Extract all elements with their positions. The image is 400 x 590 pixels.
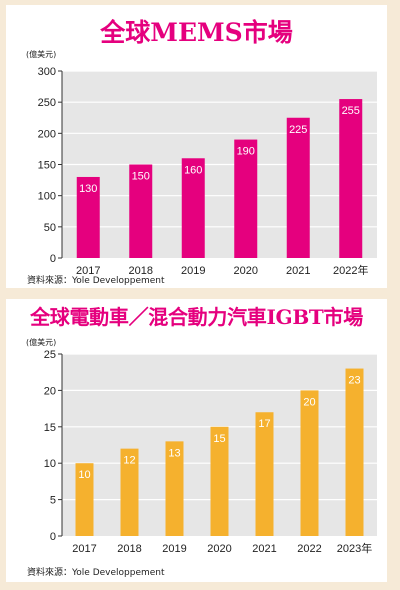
data-label: 225	[289, 124, 307, 136]
bar	[286, 117, 310, 258]
chart-title: 全球電動車／混合動力汽車IGBT市場	[30, 305, 363, 329]
bar	[300, 390, 319, 536]
bar	[339, 99, 363, 258]
x-tick-label: 2022年	[333, 263, 368, 275]
igbt-bar-chart: 0 5 10 15 20 25 10 2017 12 2018 13 2019 15 2020 17 2021…	[44, 349, 377, 555]
data-label: 255	[342, 105, 360, 117]
data-label: 160	[184, 164, 202, 176]
x-tick-label: 2021	[252, 543, 276, 555]
x-tick-label: 2022	[297, 543, 321, 555]
bar	[76, 176, 100, 258]
y-tick-label: 250	[38, 97, 56, 109]
x-tick-label: 2017	[76, 265, 100, 275]
y-tick-label: 150	[38, 160, 56, 172]
x-tick-label: 2018	[117, 543, 141, 555]
data-label: 150	[132, 171, 150, 183]
data-label: 20	[303, 396, 315, 408]
x-tick-label: 2023年	[337, 541, 372, 555]
y-tick-label: 10	[44, 458, 56, 470]
bar	[75, 463, 94, 536]
x-tick-label: 2021	[286, 265, 310, 275]
data-label: 130	[79, 183, 97, 195]
source-note: 資料來源：Yole Developpement	[27, 568, 165, 578]
bar	[165, 441, 184, 536]
y-tick-label: 0	[50, 253, 56, 265]
data-label: 15	[213, 433, 225, 445]
bar	[210, 426, 229, 536]
y-axis-unit-label: (億美元)	[26, 50, 57, 59]
bar	[120, 448, 139, 536]
y-tick-label: 15	[44, 422, 56, 434]
bar	[345, 368, 364, 536]
y-tick-label: 25	[44, 349, 56, 361]
x-tick-label: 2019	[181, 265, 205, 275]
data-label: 23	[348, 375, 360, 387]
bar	[234, 139, 258, 258]
y-tick-label: 200	[38, 128, 56, 140]
igbt-chart-panel: 全球電動車／混合動力汽車IGBT市場 (億美元) 0 5 10 15 20 25 10 201…	[6, 299, 387, 582]
x-tick-label: 2020	[234, 265, 258, 275]
y-tick-label: 50	[44, 222, 56, 234]
y-tick-label: 20	[44, 385, 56, 397]
x-tick-label: 2018	[129, 265, 153, 275]
bar	[129, 164, 153, 258]
y-tick-label: 100	[38, 191, 56, 203]
bar	[181, 158, 205, 258]
bar	[255, 412, 274, 536]
data-label: 13	[168, 447, 180, 459]
x-tick-label: 2017	[72, 543, 96, 555]
data-label: 17	[258, 418, 270, 430]
mems-bar-chart: 0 50 100 150 200 250 300 130 2017 150 2018 160 2019 1…	[38, 66, 377, 275]
data-label: 190	[237, 146, 255, 158]
mems-chart-panel: 全球MEMS市場 (億美元) 0 50 100 150 200 250 300 130 2017…	[6, 5, 387, 288]
y-tick-label: 5	[50, 495, 56, 507]
x-tick-label: 2019	[162, 543, 186, 555]
y-tick-label: 0	[50, 531, 56, 543]
y-tick-label: 300	[38, 66, 56, 78]
data-label: 12	[123, 455, 135, 467]
x-tick-label: 2020	[207, 543, 231, 555]
data-label: 10	[78, 469, 90, 481]
y-axis-unit-label: (億美元)	[26, 338, 57, 347]
chart-title: 全球MEMS市場	[100, 18, 293, 47]
source-note: 資料來源：Yole Developpement	[27, 276, 165, 286]
